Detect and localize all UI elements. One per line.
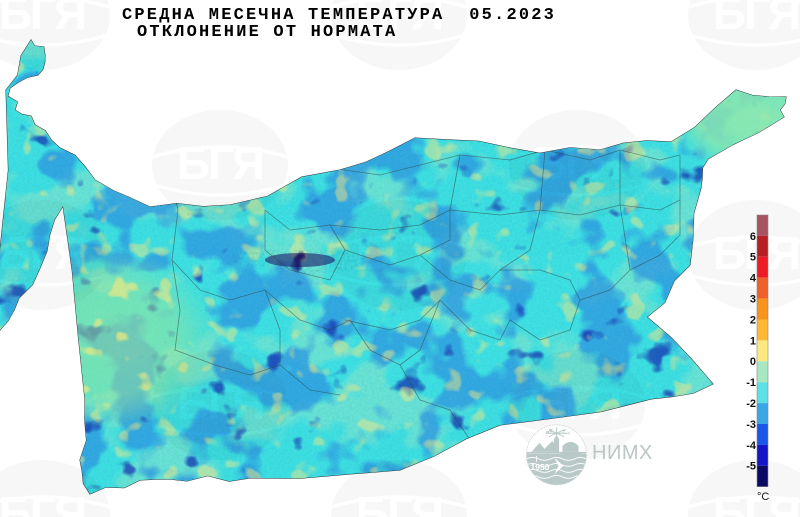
svg-text:4: 4 [750,273,757,285]
svg-text:5: 5 [750,252,756,264]
svg-text:-3: -3 [746,419,756,431]
svg-text:°C: °C [757,491,769,503]
svg-text:6: 6 [750,231,756,243]
svg-text:-4: -4 [746,440,757,452]
svg-text:-1: -1 [746,377,756,389]
svg-text:1: 1 [750,335,756,347]
svg-text:-2: -2 [746,398,756,410]
svg-text:0: 0 [750,356,756,368]
svg-text:3: 3 [750,294,756,306]
svg-text:-5: -5 [746,461,756,473]
svg-text:2: 2 [750,314,756,326]
svg-text:НИМХ: НИМХ [592,442,653,464]
